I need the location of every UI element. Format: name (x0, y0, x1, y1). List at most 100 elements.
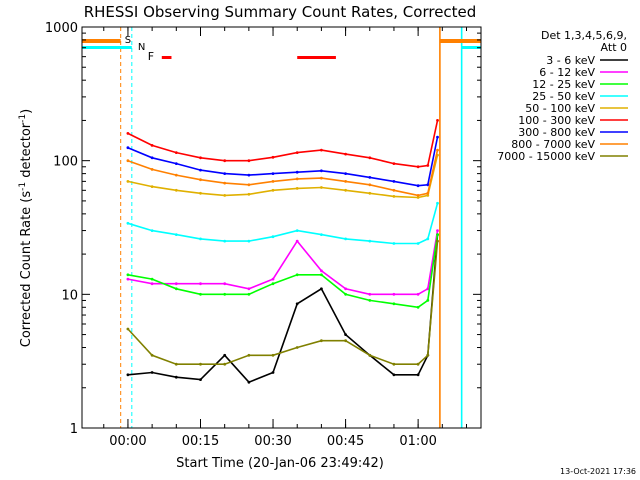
series-point (416, 362, 420, 366)
series-point (271, 172, 275, 176)
series-point (392, 302, 396, 306)
series-point (344, 188, 347, 192)
series-point (392, 188, 396, 192)
series-point (392, 362, 396, 366)
series-point (271, 353, 275, 357)
series-point (426, 237, 430, 241)
series-point (320, 273, 323, 277)
series-point (436, 239, 439, 243)
series-point (295, 239, 299, 243)
series-point (295, 177, 299, 181)
flare-flag-bar (161, 56, 172, 59)
series-point (344, 287, 347, 291)
series-point (247, 292, 251, 296)
series-point (320, 287, 323, 291)
legend-header: Det 1,3,4,5,6,9, (541, 29, 627, 42)
series-point (174, 362, 178, 366)
series-point (320, 176, 323, 180)
series-point (344, 333, 347, 336)
saa-flag-label: S (125, 35, 131, 46)
series-point (126, 180, 130, 183)
series-point (416, 242, 420, 245)
series-point (320, 186, 323, 189)
series-point (174, 151, 178, 155)
series-point (150, 168, 154, 171)
y-axis-label-sup1: -1 (18, 182, 28, 191)
series-point (199, 378, 202, 381)
night-flag-bar (82, 46, 132, 49)
series-point (416, 373, 420, 377)
series-line (127, 234, 439, 309)
axes-layer: 1 10 100 1000 00:00 00:15 00:30 00:45 01:00 (45, 21, 482, 449)
series-point (150, 144, 154, 147)
series-point (126, 277, 130, 281)
series-point (223, 353, 227, 357)
series-point (271, 155, 275, 159)
series-point (295, 229, 299, 233)
series-point (150, 277, 154, 281)
y-axis-label-close: ) (19, 109, 34, 114)
series-point (344, 292, 347, 296)
series-point (416, 194, 420, 197)
series-point (174, 173, 178, 177)
series-point (174, 375, 178, 379)
series-point (199, 362, 202, 366)
series-point (436, 233, 439, 237)
series-point (416, 292, 420, 296)
series-point (392, 180, 396, 183)
series-point (223, 181, 227, 185)
series-point (126, 146, 130, 150)
legend-entry-label: 12 - 25 keV (532, 78, 595, 91)
series-point (344, 172, 347, 176)
series-point (368, 176, 372, 179)
y-tick-label: 1000 (45, 21, 78, 36)
series-point (174, 282, 178, 286)
series-point (368, 156, 372, 160)
series-point (126, 327, 130, 331)
series-point (199, 191, 202, 195)
series-point (247, 353, 251, 357)
series-point (247, 239, 251, 243)
series-point (426, 164, 430, 167)
series-point (295, 273, 299, 277)
series-point (392, 162, 396, 166)
series-point (271, 180, 275, 183)
legend-entry-label: 3 - 6 keV (546, 54, 595, 67)
series-point (150, 282, 154, 286)
saa-flag-bar (439, 39, 481, 43)
series-point (426, 183, 430, 187)
series-point (416, 184, 420, 188)
legend-entry-label: 800 - 7000 keV (511, 138, 595, 151)
series-point (247, 380, 251, 384)
series-point (320, 269, 323, 273)
series-line (127, 234, 439, 384)
series-point (223, 194, 227, 197)
series-point (416, 196, 420, 199)
series-point (223, 159, 227, 163)
y-tick-label: 100 (53, 155, 78, 170)
series-point (223, 282, 227, 286)
chart-title: RHESSI Observing Summary Count Rates, Co… (84, 3, 477, 21)
series-point (344, 339, 347, 343)
series-point (368, 191, 372, 195)
series-point (126, 132, 130, 135)
x-tick-label: 00:45 (327, 434, 364, 449)
series-point (174, 233, 178, 237)
y-axis-label-sup2: -1 (18, 114, 28, 123)
series-point (295, 346, 299, 349)
series-point (368, 292, 372, 296)
series-point (426, 353, 430, 357)
series-point (320, 148, 323, 152)
series-point (436, 229, 439, 233)
legend-entry-label: 100 - 300 keV (518, 114, 595, 127)
legend-entry-label: 25 - 50 keV (532, 90, 595, 103)
series-point (368, 183, 372, 187)
y-tick-label: 10 (61, 288, 78, 303)
series-point (174, 287, 178, 291)
series-point (150, 156, 154, 160)
series-point (295, 302, 299, 306)
series-point (174, 188, 178, 192)
x-tick-label: 00:00 (109, 434, 146, 449)
series-point (126, 159, 130, 163)
series-point (271, 371, 275, 374)
